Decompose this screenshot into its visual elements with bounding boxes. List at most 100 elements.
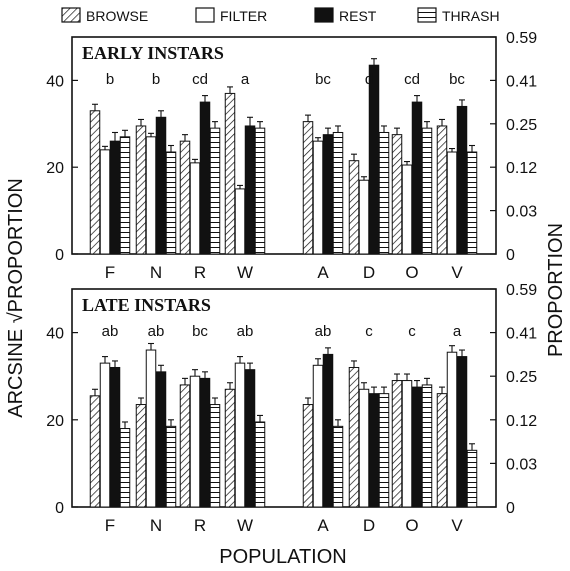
x-tick-label: F (105, 516, 115, 535)
significance-label: ab (315, 323, 332, 340)
legend-label-rest: REST (339, 8, 377, 24)
bar-filter-n (145, 136, 157, 255)
y-right-tick-label: 0.25 (506, 117, 537, 134)
y-right-tick-label: 0.25 (506, 369, 537, 386)
bar-filter-v (446, 151, 458, 255)
bar-rest-d (368, 64, 380, 255)
bar-rest-o (411, 386, 423, 508)
y-tick-label: 0 (55, 247, 64, 264)
bar-filter-w (234, 362, 246, 508)
bar-thrash-o (421, 127, 433, 255)
bar-browse-n (135, 404, 147, 508)
y-right-tick-label: 0.41 (506, 326, 537, 343)
bar-browse-r (179, 140, 191, 255)
bar-thrash-o (421, 384, 433, 508)
y-right-tick-label: 0.12 (506, 160, 537, 177)
bar-thrash-n (165, 425, 177, 508)
x-tick-label: V (451, 516, 463, 535)
panel-title: LATE INSTARS (82, 295, 211, 315)
bar-filter-r (189, 162, 201, 255)
x-tick-label: D (363, 263, 375, 282)
y-right-tick-label: 0.03 (506, 456, 537, 473)
bar-filter-o (401, 380, 413, 508)
significance-label: c (365, 323, 373, 340)
significance-label: ab (237, 323, 254, 340)
bar-thrash-n (165, 151, 177, 255)
legend-label-browse: BROWSE (86, 8, 148, 24)
x-tick-label: A (317, 263, 329, 282)
plot-frame (71, 288, 497, 508)
x-tick-label: D (363, 516, 375, 535)
bar-rest-a (322, 134, 334, 255)
bar-browse-o (391, 134, 403, 255)
bar-rest-n (155, 116, 167, 255)
bar-thrash-f (119, 136, 131, 255)
x-tick-label: V (451, 263, 463, 282)
bar-filter-d (358, 179, 370, 255)
bar-rest-v (456, 356, 468, 508)
bar-browse-o (391, 380, 403, 508)
bar-rest-o (411, 101, 423, 255)
x-tick-label: W (237, 263, 253, 282)
plot-frame (71, 36, 497, 255)
legend-swatch-thrash (417, 7, 437, 23)
y-tick-label: 20 (46, 413, 64, 430)
x-tick-label: N (150, 516, 162, 535)
bar-browse-v (436, 393, 448, 508)
y-axis-title-right: PROPORTION (545, 223, 567, 357)
significance-label: bc (315, 71, 331, 88)
significance-label: a (241, 71, 250, 88)
bar-thrash-w (254, 421, 266, 508)
bar-thrash-d (378, 393, 390, 508)
significance-label: d (365, 71, 373, 88)
bar-browse-a (302, 121, 314, 255)
bar-browse-v (436, 125, 448, 255)
bar-rest-r (199, 377, 211, 508)
bar-browse-d (348, 160, 360, 255)
bar-filter-n (145, 349, 157, 508)
y-tick-label: 20 (46, 160, 64, 177)
bar-rest-f (109, 140, 121, 255)
bar-thrash-r (209, 404, 221, 508)
bar-filter-v (446, 351, 458, 508)
significance-label: a (453, 323, 462, 340)
x-tick-label: A (317, 516, 329, 535)
legend-label-thrash: THRASH (442, 8, 500, 24)
bar-rest-d (368, 393, 380, 508)
bar-thrash-f (119, 428, 131, 508)
bar-filter-d (358, 388, 370, 508)
legend-label-filter: FILTER (220, 8, 267, 24)
bar-filter-f (99, 149, 111, 255)
legend-swatch-rest (314, 7, 334, 23)
bar-browse-f (89, 395, 101, 508)
significance-label: cd (404, 71, 420, 88)
bar-filter-a (312, 140, 324, 255)
bar-filter-f (99, 362, 111, 508)
x-tick-label: O (405, 516, 418, 535)
bar-thrash-v (466, 449, 478, 508)
bar-browse-w (224, 388, 236, 508)
significance-label: b (152, 71, 160, 88)
bar-rest-v (456, 105, 468, 255)
significance-label: bc (192, 323, 208, 340)
y-right-tick-label: 0.03 (506, 204, 537, 221)
bar-browse-w (224, 92, 236, 255)
y-right-tick-label: 0 (506, 247, 515, 264)
bar-browse-r (179, 384, 191, 508)
bar-thrash-r (209, 127, 221, 255)
x-axis-title: POPULATION (219, 546, 346, 568)
bar-filter-r (189, 375, 201, 508)
bar-rest-w (244, 125, 256, 255)
bar-rest-r (199, 101, 211, 255)
legend-swatch-browse (61, 7, 81, 23)
bar-thrash-v (466, 151, 478, 255)
significance-label: c (408, 323, 416, 340)
y-right-tick-label: 0.12 (506, 413, 537, 430)
significance-label: ab (148, 323, 165, 340)
x-tick-label: R (194, 516, 206, 535)
y-right-tick-label: 0.41 (506, 73, 537, 90)
y-right-tick-label: 0 (506, 500, 515, 517)
bar-thrash-a (332, 425, 344, 508)
significance-label: cd (192, 71, 208, 88)
